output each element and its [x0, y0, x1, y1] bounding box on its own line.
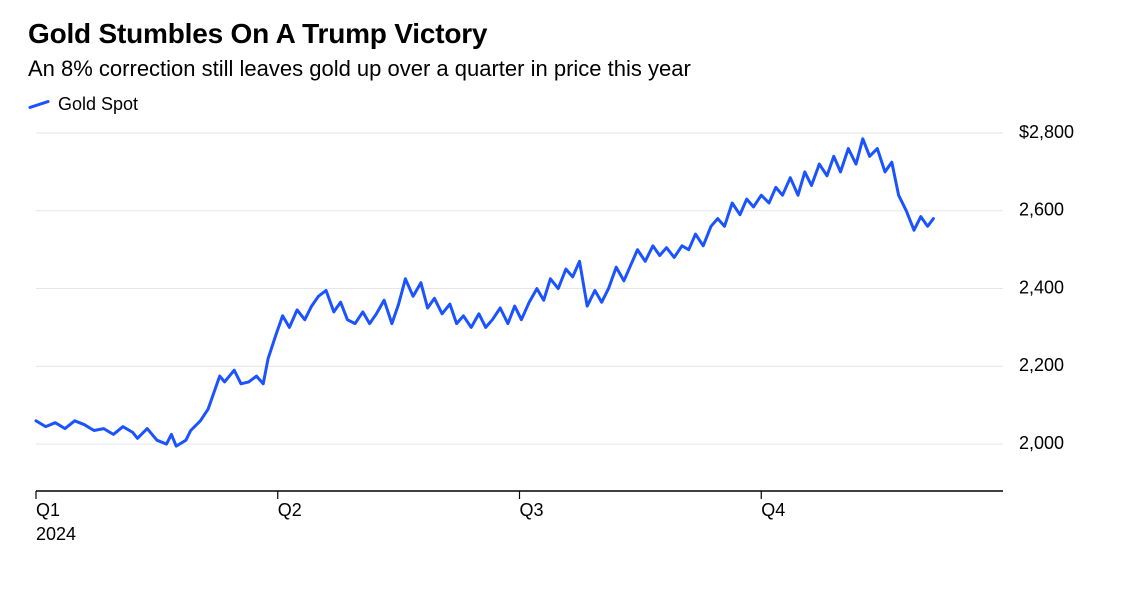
x-axis-year-label: 2024 [36, 524, 76, 544]
chart-plot: 2,000 2,200 2,400 2,600 $2,800 Q1 Q2 Q3 Q4 2024 [28, 125, 1093, 545]
chart-title: Gold Stumbles On A Trump Victory [28, 18, 1093, 50]
legend-label: Gold Spot [58, 94, 138, 115]
legend: Gold Spot [28, 94, 1093, 115]
y-axis-tick-label: 2,000 [1019, 433, 1064, 453]
chart-subtitle: An 8% correction still leaves gold up ov… [28, 56, 1093, 82]
y-axis-tick-label: $2,800 [1019, 125, 1074, 142]
y-axis-tick-label: 2,200 [1019, 355, 1064, 375]
x-axis-tick-label: Q3 [520, 500, 544, 520]
x-axis-tick-label: Q1 [36, 500, 60, 520]
x-axis-tick-label: Q4 [761, 500, 785, 520]
y-axis-tick-label: 2,600 [1019, 200, 1064, 220]
chart-svg: 2,000 2,200 2,400 2,600 $2,800 Q1 Q2 Q3 Q4 2024 [28, 125, 1093, 545]
x-axis-tick-label: Q2 [278, 500, 302, 520]
series-gold-spot [36, 139, 933, 446]
y-axis-tick-label: 2,400 [1019, 277, 1064, 297]
legend-swatch [28, 100, 50, 110]
